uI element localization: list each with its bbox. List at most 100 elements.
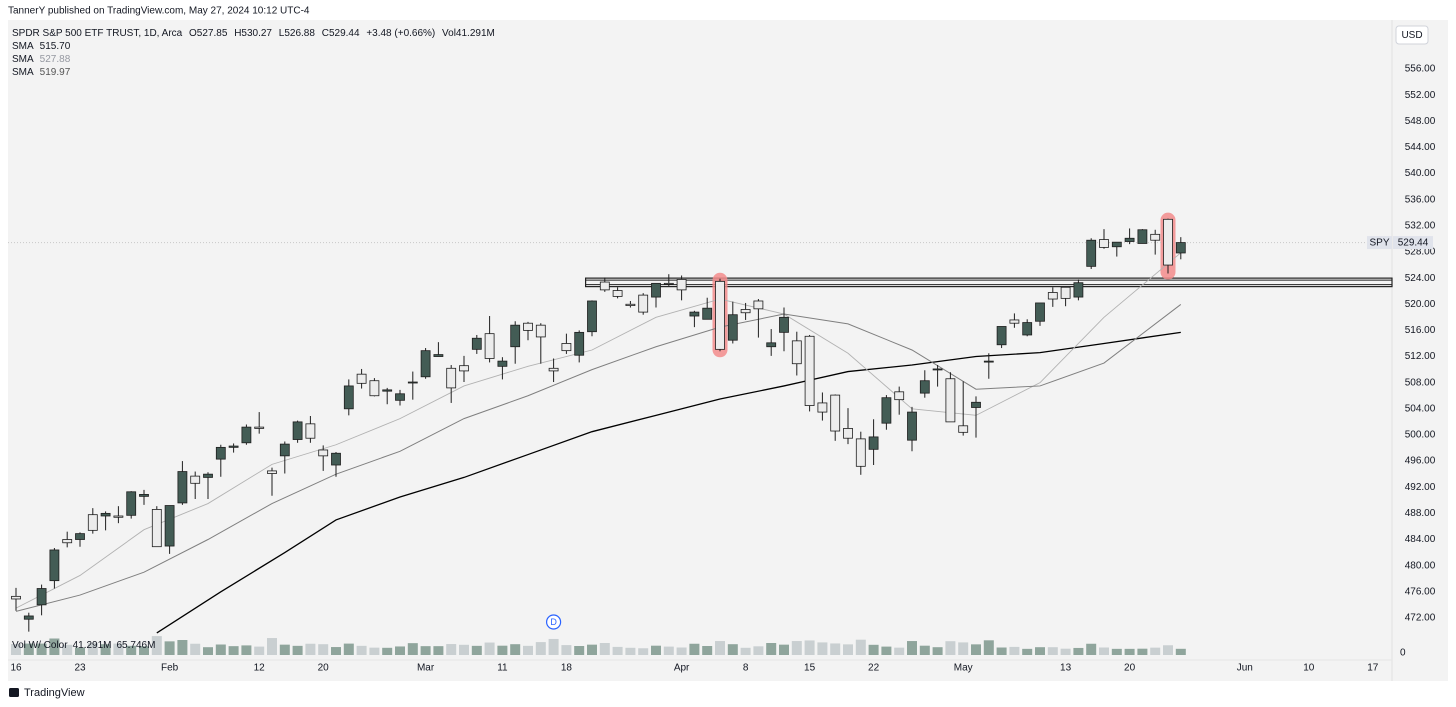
volume-bar	[203, 647, 213, 655]
volume-bar	[267, 638, 277, 655]
volume-bar	[625, 647, 636, 655]
volume-bar	[689, 643, 700, 655]
y-tick-label: 496.00	[1405, 456, 1436, 467]
candle-body	[983, 360, 994, 363]
volume-bar	[753, 646, 764, 655]
legend-high: H530.27	[234, 28, 272, 39]
candle-body	[574, 331, 585, 356]
volume-bar	[727, 644, 738, 655]
volume-bar	[62, 644, 73, 655]
candle-body	[587, 300, 597, 333]
y-tick-label: 548.00	[1405, 116, 1436, 127]
candle-body	[369, 380, 380, 397]
candle-body	[433, 354, 444, 357]
dividend-marker	[545, 614, 562, 630]
y-tick-label: 540.00	[1405, 168, 1436, 179]
volume-bar	[1035, 647, 1045, 655]
candle-body	[1035, 302, 1045, 322]
volume-bar	[523, 645, 533, 655]
candle-body	[1175, 242, 1186, 254]
volume-bar	[126, 645, 137, 655]
volume-bar	[587, 644, 597, 655]
candle-body	[1009, 319, 1020, 324]
candle-body	[177, 471, 188, 504]
candle-body	[139, 494, 149, 497]
volume-bar	[331, 647, 341, 655]
candle-body	[715, 280, 725, 350]
candle-body	[471, 337, 482, 350]
volume-bar	[676, 647, 687, 655]
volume-bar	[164, 641, 175, 655]
candle-body	[663, 282, 674, 285]
volume-bar	[868, 644, 879, 655]
y-tick-label: 472.00	[1405, 613, 1436, 624]
y-tick-label: 532.00	[1405, 220, 1436, 231]
x-tick-label: 12	[254, 663, 266, 674]
volume-bar	[945, 641, 956, 655]
volume-bar	[177, 640, 188, 655]
candle-body	[356, 373, 367, 384]
candle-body	[228, 445, 239, 448]
candle-body	[599, 281, 610, 291]
volume-bar	[36, 643, 47, 655]
volume-bar	[215, 644, 226, 655]
volume-tick-label: 0	[1400, 648, 1406, 659]
candle-body	[1073, 282, 1084, 298]
brand-icon	[9, 688, 19, 697]
candle-body	[510, 324, 521, 348]
volume-bar	[151, 636, 162, 655]
y-tick-label: 552.00	[1405, 90, 1436, 101]
sma-legend-name: SMA	[12, 41, 34, 52]
candle-body	[740, 309, 751, 314]
currency[interactable]: USD	[1401, 30, 1422, 41]
y-tick-label: 484.00	[1405, 534, 1436, 545]
volume-bar	[510, 644, 521, 655]
volume-bar	[471, 645, 482, 655]
last-price-badge	[1393, 236, 1433, 250]
volume-bar	[855, 639, 866, 655]
volume-bar	[932, 647, 943, 655]
volume-bar	[49, 638, 60, 655]
y-tick-label: 476.00	[1405, 586, 1436, 597]
candle-body	[395, 393, 405, 401]
volume-bar	[190, 643, 201, 655]
volume-bar	[395, 646, 405, 655]
candle-body	[62, 539, 73, 544]
candle-body	[420, 350, 431, 378]
volume-bar	[23, 643, 34, 655]
volume-bar	[881, 646, 892, 655]
volume-bar	[830, 643, 841, 655]
y-tick-label: 508.00	[1405, 377, 1436, 388]
x-tick-label: 18	[561, 663, 573, 674]
volume-bar	[1022, 648, 1033, 655]
volume-bar	[804, 640, 815, 655]
volume-bar	[11, 644, 21, 655]
y-tick-label: 492.00	[1405, 482, 1436, 493]
symbol-legend: SPDR S&P 500 ETF TRUST, 1D, Arca O527.85…	[12, 28, 495, 39]
sma-legend: SMA 515.70	[12, 41, 71, 52]
volume-bar	[894, 647, 905, 655]
volume-bar	[983, 640, 994, 655]
volume-bar	[87, 642, 98, 655]
volume-bar	[1175, 648, 1186, 655]
candle-body	[343, 385, 354, 410]
candle-body	[1099, 239, 1109, 248]
candle-body	[1022, 322, 1033, 336]
x-tick-label: 20	[1124, 663, 1136, 674]
candle-body	[523, 322, 533, 331]
y-tick-label: 520.00	[1405, 299, 1436, 310]
dividend-label: D	[550, 617, 557, 627]
candle-body	[75, 533, 85, 540]
ticker-badge	[1367, 236, 1392, 250]
candle-body	[1086, 239, 1097, 267]
x-tick-label: Jun	[1237, 663, 1253, 674]
currency-box[interactable]	[1395, 25, 1429, 45]
candle-body	[318, 449, 329, 457]
volume-bar	[459, 644, 469, 655]
candle-body	[676, 279, 687, 291]
y-tick-label: 504.00	[1405, 403, 1436, 414]
volume-bar	[996, 647, 1007, 655]
currency-button[interactable]: USD	[1395, 25, 1429, 45]
candle-body	[766, 342, 777, 348]
